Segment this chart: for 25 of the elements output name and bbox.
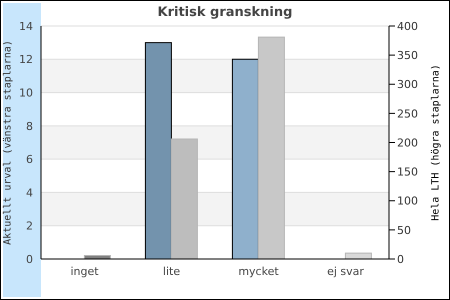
y-tick-label: 4 (26, 186, 33, 200)
y2-axis-title: Hela LTH (högra staplarna) (430, 64, 442, 221)
y2-tick-label: 100 (397, 194, 418, 208)
y2-tick-label: 0 (397, 252, 404, 266)
y2-tick-label: 350 (397, 49, 418, 62)
y-tick-label: 0 (26, 252, 33, 266)
y-axis-title: Aktuellt urval (vänstra staplarna) (2, 40, 14, 245)
y2-tick-label: 250 (397, 107, 418, 120)
x-tick-label: ej svar (327, 264, 364, 278)
y2-tick-label: 200 (397, 136, 418, 150)
x-tick-label: mycket (238, 264, 280, 278)
y-tick-label: 14 (19, 20, 33, 33)
y2-tick-label: 150 (397, 166, 418, 179)
y2-tick-label: 300 (397, 78, 418, 92)
y-tick-label: 10 (19, 86, 33, 100)
x-tick-label: lite (162, 264, 180, 278)
y2-tick-label: 50 (397, 224, 411, 237)
y-tick-label: 6 (26, 153, 33, 166)
x-tick-label: inget (70, 264, 100, 278)
y2-tick-label: 400 (397, 20, 418, 33)
y-tick-label: 8 (26, 120, 33, 133)
y-tick-label: 12 (19, 53, 33, 66)
chart-title: Kritisk granskning (156, 5, 294, 20)
y-tick-label: 2 (26, 220, 33, 233)
bar (344, 252, 372, 259)
